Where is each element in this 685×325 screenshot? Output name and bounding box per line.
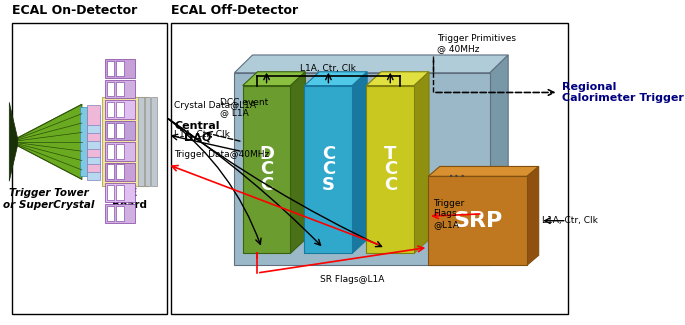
Text: Crystal Data@L1A: Crystal Data@L1A: [174, 101, 256, 110]
Bar: [116, 82, 124, 97]
Text: Regional
Calorimeter Trigger: Regional Calorimeter Trigger: [562, 82, 684, 103]
Bar: [107, 102, 114, 117]
Bar: [87, 137, 100, 157]
Bar: [105, 183, 135, 202]
Bar: [305, 85, 352, 253]
Text: D
C
C: D C C: [259, 145, 274, 194]
Bar: [242, 85, 290, 253]
Bar: [87, 121, 100, 141]
Text: FE
Board: FE Board: [112, 188, 147, 210]
Text: L1A, Ctr, Clk: L1A, Ctr, Clk: [301, 64, 356, 73]
Bar: [105, 142, 135, 161]
Bar: [116, 206, 124, 221]
Bar: [107, 61, 114, 76]
Text: Central
DAQ: Central DAQ: [175, 121, 220, 143]
Bar: [107, 185, 114, 200]
Polygon shape: [234, 55, 508, 73]
Bar: [105, 204, 135, 223]
Text: L1A, Ctr, Clk: L1A, Ctr, Clk: [542, 216, 598, 225]
Bar: [105, 121, 135, 140]
Text: Trigger Primitives
@ 40MHz: Trigger Primitives @ 40MHz: [437, 33, 516, 53]
Polygon shape: [290, 72, 306, 253]
Bar: [107, 123, 114, 138]
Polygon shape: [305, 72, 367, 85]
Text: Trigger Data@40MHz: Trigger Data@40MHz: [174, 150, 269, 159]
Bar: [234, 73, 490, 265]
Bar: [138, 98, 144, 186]
Bar: [171, 23, 569, 315]
Polygon shape: [366, 72, 429, 85]
Bar: [87, 105, 100, 125]
Polygon shape: [414, 72, 429, 253]
Text: C
C
S: C C S: [322, 145, 335, 194]
Text: ECAL On-Detector: ECAL On-Detector: [12, 4, 137, 17]
Bar: [116, 144, 124, 159]
Bar: [87, 161, 100, 180]
Text: SR Flags@L1A: SR Flags@L1A: [320, 275, 384, 284]
Bar: [103, 98, 148, 186]
Bar: [12, 23, 166, 315]
Bar: [80, 107, 87, 176]
Polygon shape: [18, 104, 82, 179]
Polygon shape: [242, 72, 306, 85]
Polygon shape: [527, 166, 538, 265]
Bar: [105, 100, 135, 119]
Bar: [105, 80, 135, 98]
Bar: [107, 164, 114, 179]
Text: Trigger Tower
or SuperCrystal: Trigger Tower or SuperCrystal: [3, 188, 95, 210]
Bar: [151, 98, 157, 186]
Bar: [366, 85, 414, 253]
Text: DCC event
@ L1A: DCC event @ L1A: [221, 98, 269, 117]
Bar: [116, 102, 124, 117]
Text: SRP: SRP: [453, 211, 502, 231]
Bar: [107, 206, 114, 221]
Text: ...: ...: [448, 162, 466, 181]
Bar: [116, 185, 124, 200]
Bar: [107, 144, 114, 159]
Bar: [105, 59, 135, 78]
Text: ECAL Off-Detector: ECAL Off-Detector: [171, 4, 298, 17]
Text: Trigger
Flags
@L1A: Trigger Flags @L1A: [433, 199, 464, 229]
Polygon shape: [428, 166, 538, 176]
Bar: [116, 61, 124, 76]
Bar: [87, 153, 100, 172]
Polygon shape: [490, 55, 508, 265]
Text: T
C
C: T C C: [384, 145, 397, 194]
Bar: [87, 145, 100, 164]
Bar: [87, 113, 100, 133]
Bar: [87, 129, 100, 149]
Polygon shape: [10, 102, 18, 181]
Text: L1A, Ctr, Clk: L1A, Ctr, Clk: [174, 130, 230, 139]
Polygon shape: [352, 72, 367, 253]
Bar: [116, 123, 124, 138]
Bar: [116, 164, 124, 179]
Bar: [107, 82, 114, 97]
Bar: [428, 176, 527, 265]
Bar: [105, 162, 135, 181]
Bar: [145, 98, 150, 186]
